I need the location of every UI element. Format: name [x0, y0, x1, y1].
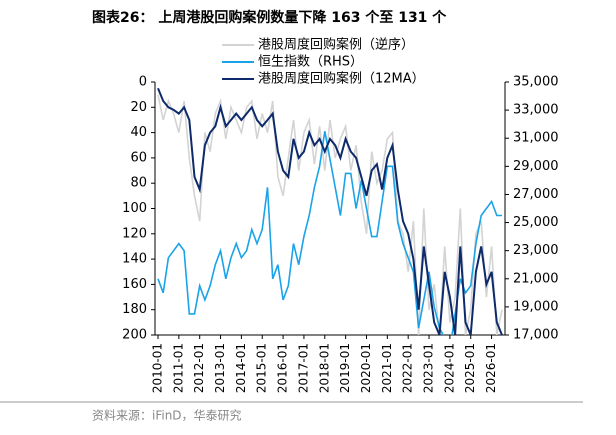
plot-area — [157, 87, 503, 335]
series-line — [157, 94, 503, 335]
y2-tick-label: 19,000 — [513, 299, 559, 314]
legend-label: 恒生指数（RHS） — [258, 55, 363, 70]
y2-tick-label: 27,000 — [513, 187, 559, 202]
x-tick-label: 2023-01 — [422, 343, 436, 393]
y-tick-label: 60 — [130, 150, 147, 165]
x-tick-label: 2024-01 — [442, 343, 456, 393]
x-tick-label: 2013-01 — [213, 343, 227, 393]
series-line — [157, 87, 503, 335]
y-tick-label: 40 — [130, 125, 147, 140]
y2-tick-label: 33,000 — [513, 103, 559, 118]
y2-tick-label: 21,000 — [513, 271, 559, 286]
y-tick-label: 100 — [122, 201, 147, 216]
legend-label: 港股周度回购案例（逆序） — [258, 37, 414, 53]
legend-label: 港股周度回购案例（12MA） — [258, 71, 425, 87]
y-tick-label: 20 — [130, 100, 147, 115]
y2-tick-label: 31,000 — [513, 131, 559, 146]
y2-tick-label: 25,000 — [513, 215, 559, 230]
x-tick-label: 2010-01 — [151, 343, 165, 393]
x-tick-label: 2011-01 — [171, 343, 185, 393]
series-line — [157, 131, 502, 335]
x-tick-label: 2021-01 — [380, 343, 394, 393]
y-tick-label: 0 — [139, 75, 147, 90]
x-tick-label: 2014-01 — [234, 343, 248, 393]
x-tick-label: 2019-01 — [338, 343, 352, 393]
x-tick-label: 2017-01 — [296, 343, 310, 393]
source-note: 资料来源：iFinD，华泰研究 — [92, 408, 242, 423]
y2-tick-label: 29,000 — [513, 159, 559, 174]
y2-tick-label: 23,000 — [513, 243, 559, 258]
y-tick-label: 120 — [122, 226, 147, 241]
x-tick-label: 2025-01 — [463, 343, 477, 393]
x-tick-label: 2022-01 — [401, 343, 415, 393]
y-tick-label: 200 — [122, 328, 147, 343]
x-tick-label: 2016-01 — [276, 343, 290, 393]
y-tick-label: 140 — [122, 252, 147, 267]
x-tick-label: 2018-01 — [317, 343, 331, 393]
chart-title: 图表26： 上周港股回购案例数量下降 163 个至 131 个 — [92, 9, 447, 26]
x-tick-label: 2015-01 — [255, 343, 269, 393]
y2-tick-label: 17,000 — [513, 328, 559, 343]
y2-tick-label: 35,000 — [513, 75, 559, 90]
x-tick-label: 2012-01 — [192, 343, 206, 393]
x-tick-label: 2026-01 — [484, 343, 498, 393]
x-tick-label: 2020-01 — [359, 343, 373, 393]
y-tick-label: 160 — [122, 277, 147, 292]
y-tick-label: 80 — [130, 176, 147, 191]
y-tick-label: 180 — [122, 302, 147, 317]
